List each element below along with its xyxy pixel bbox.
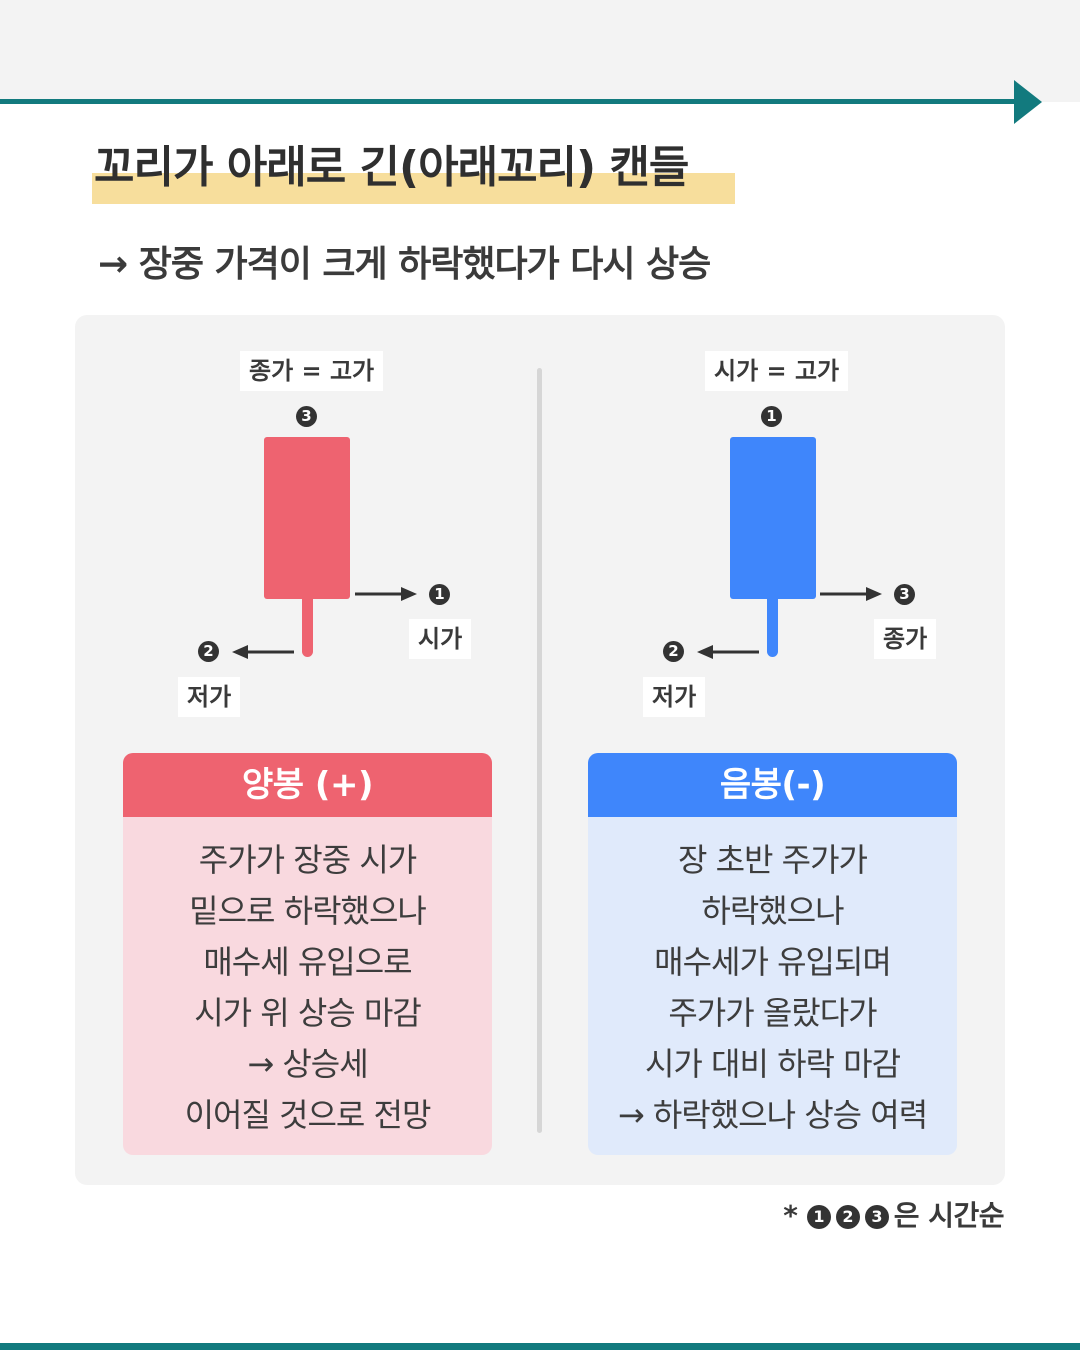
right-left-label: 저가 — [643, 677, 706, 717]
bullish-card: 양봉 (+) 주가가 장중 시가 밑으로 하락했으나 매수세 유입으로 시가 위… — [123, 753, 492, 1155]
left-right-step-number: 1 — [429, 584, 450, 605]
page-subtitle: → 장중 가격이 크게 하락했다가 다시 상승 — [98, 244, 711, 285]
card-line: 시가 대비 하락 마감 — [644, 1045, 901, 1083]
top-band — [0, 0, 1080, 102]
bullish-candle-lower-wick — [302, 597, 313, 657]
footnote-step-number: 2 — [835, 1205, 860, 1229]
bottom-divider-line — [0, 1343, 1080, 1350]
right-right-step-number: 3 — [894, 584, 915, 605]
card-line: 주가가 올랐다가 — [668, 994, 877, 1032]
bearish-card-body: 장 초반 주가가 하락했으나 매수세가 유입되며 주가가 올랐다가 시가 대비 … — [588, 817, 957, 1141]
left-right-label: 시가 — [409, 619, 472, 659]
card-line: → 하락했으나 상승 여력 — [617, 1096, 928, 1134]
bearish-candle-lower-wick — [767, 597, 778, 657]
footnote-text: 은 시간순 — [893, 1199, 1005, 1232]
bullish-candle-body — [264, 437, 350, 599]
card-line: 매수세 유입으로 — [203, 943, 412, 981]
card-line: 주가가 장중 시가 — [198, 841, 417, 879]
card-line: 하락했으나 — [701, 892, 844, 930]
card-line: 장 초반 주가가 — [678, 841, 868, 879]
panel-divider — [537, 368, 542, 1133]
footnote-step-number: 3 — [864, 1205, 889, 1229]
left-left-step-number: 2 — [198, 641, 219, 662]
bearish-card: 음봉(-) 장 초반 주가가 하락했으나 매수세가 유입되며 주가가 올랐다가 … — [588, 753, 957, 1155]
footnote-step-number: 1 — [806, 1205, 831, 1229]
left-top-label: 종가 = 고가 — [240, 351, 384, 391]
bearish-candle-body — [730, 437, 816, 599]
footnote-asterisk: * — [783, 1199, 798, 1232]
bullish-card-body: 주가가 장중 시가 밑으로 하락했으나 매수세 유입으로 시가 위 상승 마감 … — [123, 817, 492, 1141]
right-arrow-icon — [355, 587, 417, 601]
left-left-label: 저가 — [178, 677, 241, 717]
right-left-step-number: 2 — [663, 641, 684, 662]
card-line: 시가 위 상승 마감 — [194, 994, 422, 1032]
left-arrow-icon — [697, 645, 759, 659]
card-line: 밑으로 하락했으나 — [189, 892, 427, 930]
bullish-card-title: 양봉 (+) — [123, 753, 492, 817]
card-line: 이어질 것으로 전망 — [184, 1096, 432, 1134]
right-top-label: 시가 = 고가 — [705, 351, 849, 391]
left-top-step-number: 3 — [296, 406, 317, 427]
bearish-card-title: 음봉(-) — [588, 753, 957, 817]
right-arrow-icon — [820, 587, 882, 601]
right-right-label: 종가 — [874, 619, 937, 659]
title-highlight — [92, 173, 735, 204]
card-line: → 상승세 — [247, 1045, 368, 1083]
top-divider-line — [0, 99, 1022, 104]
arrow-right-icon — [1014, 80, 1042, 124]
left-arrow-icon — [232, 645, 294, 659]
page-title: 꼬리가 아래로 긴(아래꼬리) 캔들 — [94, 142, 689, 193]
card-line: 매수세가 유입되며 — [654, 943, 892, 981]
title-block: 꼬리가 아래로 긴(아래꼬리) 캔들 — [92, 140, 735, 204]
right-top-step-number: 1 — [761, 406, 782, 427]
